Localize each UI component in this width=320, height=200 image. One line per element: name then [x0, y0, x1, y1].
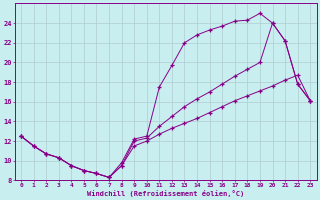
X-axis label: Windchill (Refroidissement éolien,°C): Windchill (Refroidissement éolien,°C): [87, 190, 244, 197]
